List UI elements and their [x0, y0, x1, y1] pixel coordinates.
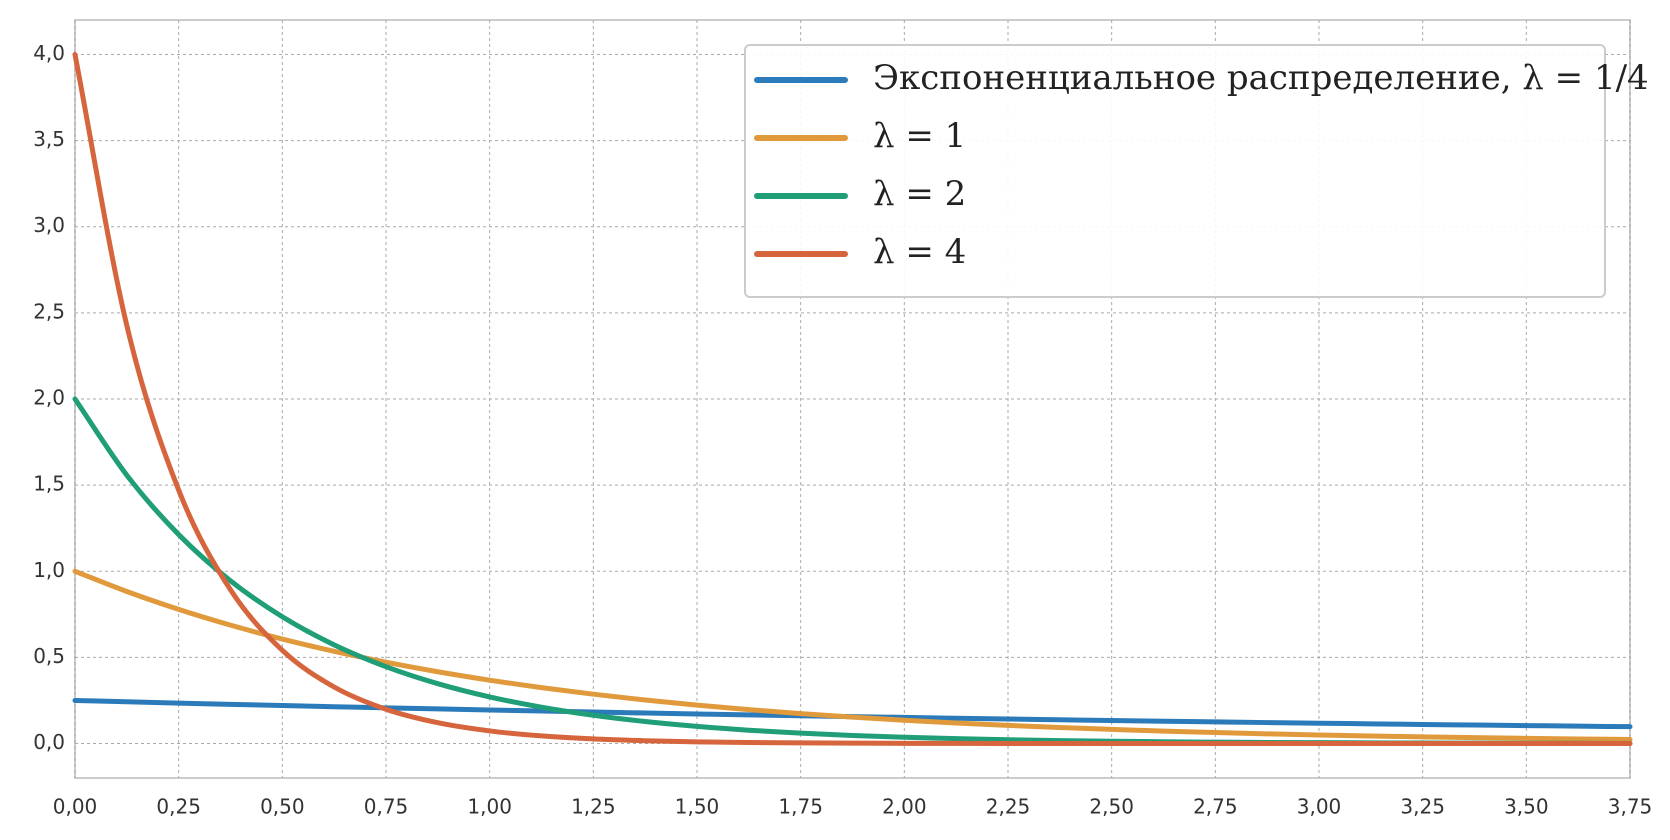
x-tick-label: 1,00: [467, 795, 512, 819]
x-tick-label: 1,25: [571, 795, 616, 819]
x-tick-label: 2,00: [882, 795, 927, 819]
legend-label: λ = 4: [873, 232, 966, 272]
legend-box: [744, 44, 1606, 298]
x-tick-label: 2,50: [1089, 795, 1134, 819]
x-tick-label: 3,75: [1608, 795, 1653, 819]
y-tick-label: 0,5: [33, 644, 65, 668]
x-tick-label: 0,25: [156, 795, 201, 819]
y-tick-label: 3,5: [33, 127, 65, 151]
x-tick-label: 0,00: [53, 795, 98, 819]
x-tick-label: 0,75: [364, 795, 409, 819]
y-tick-label: 2,5: [33, 299, 65, 323]
x-tick-label: 3,50: [1504, 795, 1549, 819]
legend-label: λ = 2: [873, 174, 966, 214]
y-tick-label: 3,0: [33, 213, 65, 237]
x-tick-label: 3,25: [1400, 795, 1445, 819]
legend-label: Экспоненциальное распределение, λ = 1/4: [873, 58, 1649, 98]
x-tick-label: 2,75: [1193, 795, 1238, 819]
line-series: [72, 568, 1633, 742]
y-tick-label: 1,5: [33, 472, 65, 496]
y-tick-label: 0,0: [33, 730, 65, 754]
x-tick-label: 0,50: [260, 795, 305, 819]
x-tick-label: 1,75: [778, 795, 823, 819]
y-tick-label: 4,0: [33, 41, 65, 65]
line-series: [72, 51, 1633, 747]
y-tick-label: 1,0: [33, 558, 65, 582]
x-tick-label: 2,25: [986, 795, 1031, 819]
legend-label: λ = 1: [873, 116, 966, 156]
x-tick-label: 3,00: [1297, 795, 1342, 819]
y-tick-label: 2,0: [33, 386, 65, 410]
legend: Экспоненциальное распределение, λ = 1/4 λ…: [744, 44, 1649, 298]
x-tick-label: 1,50: [675, 795, 720, 819]
